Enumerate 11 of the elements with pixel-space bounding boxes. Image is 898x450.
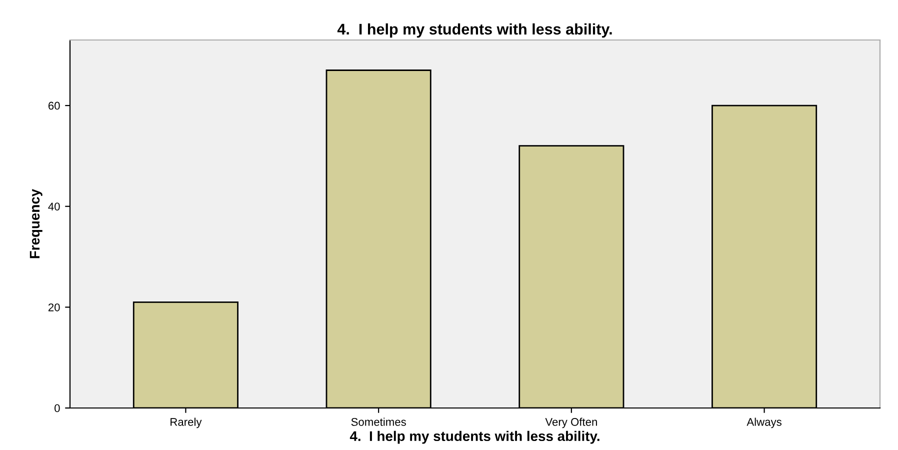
x-tick-label: Rarely [170,418,202,428]
y-axis-title: Frequency [30,188,42,258]
y-tick-label: 40 [48,202,60,210]
chart-title: 4. I help my students with less ability. [337,23,612,38]
x-tick-label: Very Often [545,418,597,428]
x-tick-label: Sometimes [351,418,406,426]
y-tick-label: 0 [54,404,60,412]
y-tick-label: 20 [48,303,60,312]
x-axis-title: 4. I help my students with less ability. [350,430,600,444]
x-tick-label: Always [746,418,782,428]
y-tick-label: 60 [48,102,60,110]
